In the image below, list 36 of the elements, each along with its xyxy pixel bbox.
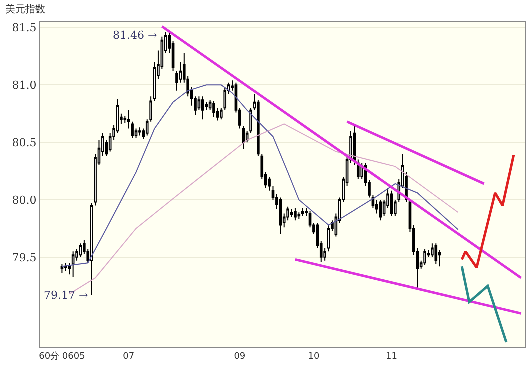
- y-tick-label: 80.0: [12, 194, 37, 207]
- annotation: 81.46 →: [113, 29, 158, 42]
- y-tick-label: 81.5: [12, 22, 37, 35]
- candlestick: [60, 264, 64, 274]
- candlestick: [201, 96, 204, 120]
- candlestick: [424, 248, 426, 266]
- candlestick: [434, 243, 438, 265]
- candlestick: [212, 100, 216, 118]
- candlestick: [379, 200, 382, 222]
- chart-title: 美元指数: [5, 4, 46, 16]
- candlestick: [138, 127, 142, 136]
- y-tick-label: 80.5: [12, 136, 37, 150]
- line-series: [460, 265, 508, 344]
- candlestick: [279, 197, 282, 235]
- candlestick: [301, 208, 304, 217]
- candlestick: [290, 208, 294, 218]
- x-tick-label: 60分 0605: [39, 350, 86, 362]
- x-tick-label: 07: [123, 352, 135, 362]
- x-tick-label: 11: [386, 352, 398, 362]
- line-series: [62, 84, 459, 268]
- candlestick: [298, 212, 301, 220]
- y-tick-label: 79.5: [12, 251, 37, 264]
- candlestick: [79, 243, 82, 258]
- candlestick: [64, 262, 68, 272]
- candlestick: [305, 208, 308, 217]
- candlestick: [68, 262, 72, 276]
- x-tick-label: 09: [234, 352, 246, 362]
- x-tick-label: 10: [308, 352, 320, 362]
- candlestick: [327, 224, 330, 252]
- candlestick: [72, 251, 75, 278]
- candlestick: [390, 190, 394, 217]
- candlestick: [294, 208, 297, 222]
- candlestick: [90, 202, 94, 296]
- y-tick-label: 81.0: [12, 79, 37, 92]
- line-series: [460, 154, 516, 270]
- annotation: 79.17 →: [44, 289, 88, 302]
